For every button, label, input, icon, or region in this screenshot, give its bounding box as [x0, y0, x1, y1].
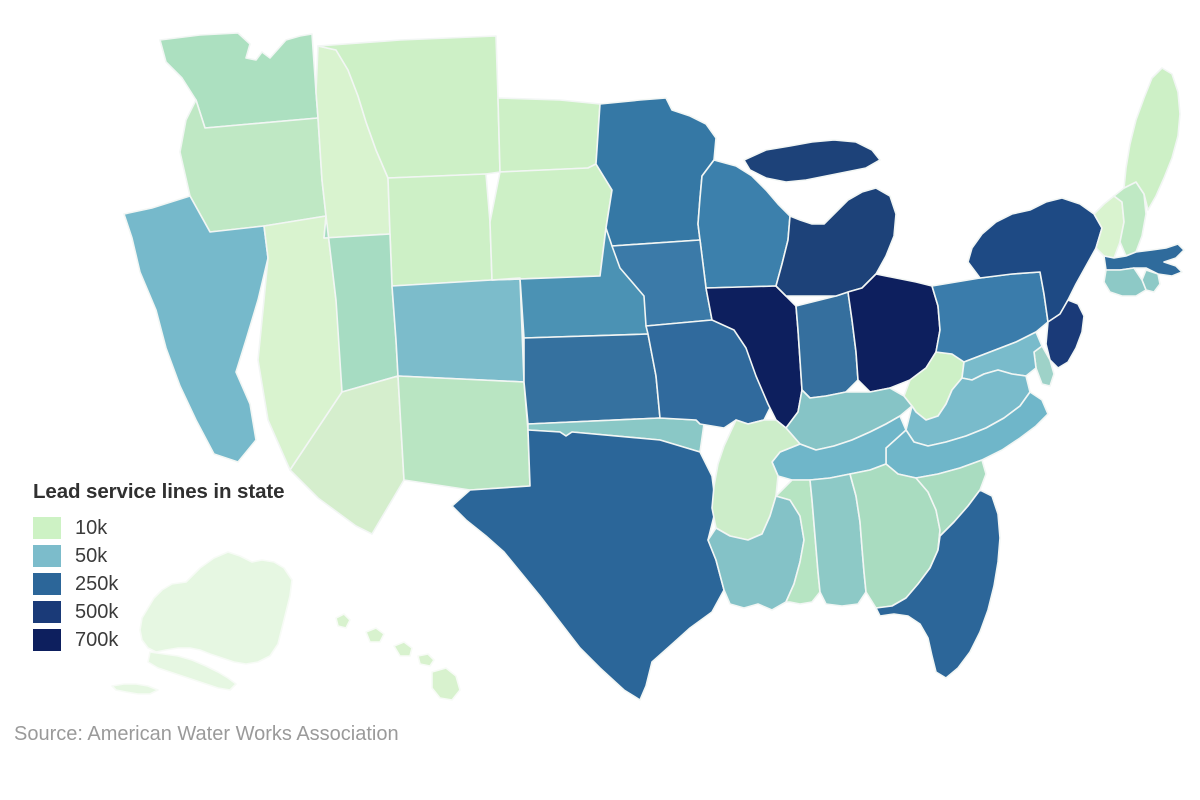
- state-ND[interactable]: [497, 97, 601, 173]
- state-CO[interactable]: [391, 277, 525, 383]
- legend-title: Lead service lines in state: [33, 480, 285, 503]
- legend-label-700k: 700k: [75, 629, 119, 651]
- legend-label-50k: 50k: [75, 545, 108, 567]
- legend-label-10k: 10k: [75, 517, 108, 539]
- state-WY[interactable]: [387, 173, 493, 287]
- legend-label-500k: 500k: [75, 601, 119, 623]
- map-legend: Lead service lines in state 10k 50k 250k…: [33, 480, 285, 654]
- source-caption: Source: American Water Works Association: [14, 723, 399, 745]
- legend-item-500k[interactable]: 500k: [33, 598, 284, 626]
- us-map-svg: [111, 32, 1185, 701]
- state-NM[interactable]: [397, 375, 531, 491]
- state-AK[interactable]: [111, 551, 293, 695]
- state-CA[interactable]: [123, 195, 269, 463]
- state-CT[interactable]: [1103, 267, 1147, 297]
- state-TX[interactable]: [451, 429, 725, 701]
- legend-swatch-250k: [33, 573, 61, 595]
- legend-swatch-10k: [33, 517, 61, 539]
- legend-item-10k[interactable]: 10k: [33, 514, 284, 542]
- state-SD[interactable]: [489, 163, 613, 281]
- state-HI[interactable]: [335, 613, 461, 701]
- legend-swatch-500k: [33, 601, 61, 623]
- legend-swatch-50k: [33, 545, 61, 567]
- state-IN[interactable]: [795, 291, 859, 399]
- states-group: [123, 32, 1185, 701]
- legend-item-250k[interactable]: 250k: [33, 570, 284, 598]
- legend-item-700k[interactable]: 700k: [33, 626, 284, 654]
- legend-items: 10k 50k 250k 500k 700k: [33, 514, 284, 654]
- state-KS[interactable]: [523, 333, 661, 425]
- state-FL[interactable]: [875, 489, 1001, 679]
- state-WA[interactable]: [159, 32, 319, 129]
- legend-label-250k: 250k: [75, 573, 119, 595]
- state-ME[interactable]: [1123, 67, 1181, 211]
- state-MI[interactable]: [743, 139, 897, 297]
- legend-swatch-700k: [33, 629, 61, 651]
- us-map: [111, 32, 1185, 701]
- legend-item-50k[interactable]: 50k: [33, 542, 284, 570]
